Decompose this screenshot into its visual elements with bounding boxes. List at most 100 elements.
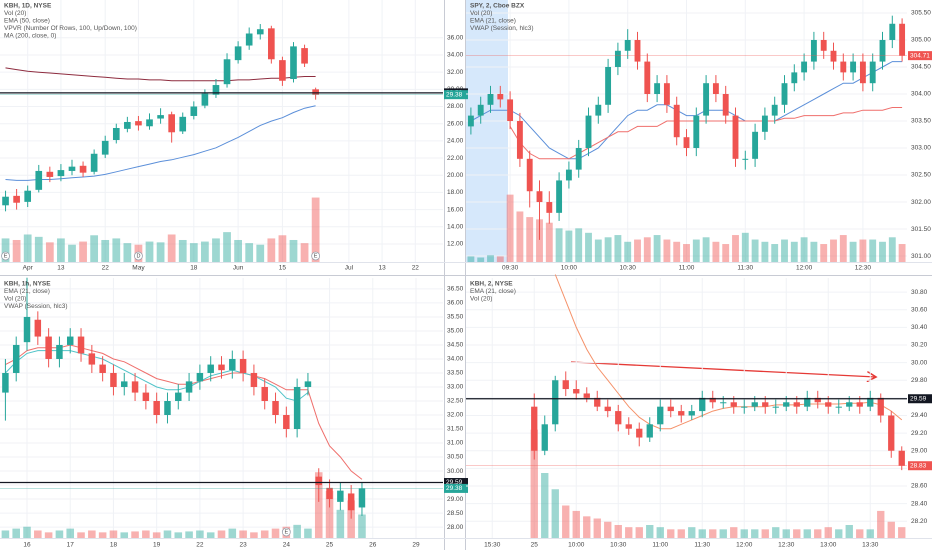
candle-body	[24, 190, 32, 202]
volume-bar	[635, 527, 643, 538]
candle-body	[90, 153, 98, 172]
candle-body	[157, 115, 164, 119]
volume-bar	[289, 239, 298, 262]
y-tick-label: 29.40	[911, 412, 928, 419]
candle-body	[312, 89, 319, 95]
candle-body	[742, 158, 749, 160]
y-tick-label: 302.00	[911, 199, 931, 206]
legend-text: KBH, 2, NYSE	[470, 281, 513, 288]
candle-body	[497, 93, 504, 100]
volume-bar	[887, 521, 895, 538]
candle-body	[783, 402, 790, 407]
candle-body	[804, 397, 811, 407]
x-tick-label: 13	[378, 265, 386, 272]
candle-body	[585, 115, 592, 149]
volume-bar	[185, 531, 193, 538]
candle-body	[709, 397, 716, 403]
volume-bar	[879, 241, 886, 262]
indicator-line	[470, 61, 903, 160]
indicator-line	[5, 344, 363, 480]
volume-bar	[256, 244, 265, 262]
price-tag	[444, 90, 468, 100]
candle-body	[835, 406, 842, 408]
volume-bar	[761, 241, 769, 262]
candle-body	[516, 121, 523, 159]
candle-body	[732, 115, 739, 159]
y-tick-label: 28.60	[911, 483, 928, 490]
candle-body	[814, 397, 821, 403]
price-tag	[908, 461, 932, 471]
candle-body	[546, 202, 553, 213]
volume-bar	[604, 237, 612, 262]
y-tick-label: 12.00	[447, 241, 464, 248]
volume-bar	[98, 532, 107, 538]
y-tick-label: 32.00	[447, 69, 464, 76]
candle-body	[179, 116, 187, 132]
indicator-line	[5, 67, 316, 82]
volume-bar	[555, 228, 563, 262]
candle-body	[801, 61, 808, 73]
x-tick-label: 22	[196, 542, 204, 549]
x-tick-label: 09:30	[502, 265, 519, 272]
volume-bar	[336, 509, 345, 538]
y-tick-label: 28.00	[447, 103, 464, 110]
x-tick-label: 10:30	[620, 265, 637, 272]
y-tick-label: 26.00	[447, 120, 464, 127]
volume-bar	[196, 530, 204, 538]
candle-body	[683, 137, 690, 149]
legend-text: Vol (20)	[4, 296, 26, 303]
legend-text: KBH, 1h, NYSE	[4, 281, 51, 288]
volume-bar	[751, 529, 759, 538]
candle-body	[654, 83, 661, 94]
event-label: E	[4, 253, 8, 259]
volume-bar	[142, 530, 150, 538]
candle-body	[304, 381, 312, 387]
volume-bar	[311, 197, 320, 262]
y-tick-label: 18.00	[447, 189, 464, 196]
price-tag	[444, 478, 468, 488]
candle-body	[751, 402, 758, 407]
x-tick-label: 15:30	[484, 542, 501, 549]
candle-body	[110, 372, 117, 387]
volume-bar	[131, 531, 139, 538]
volume-bar	[741, 232, 749, 262]
y-tick-label: 22.00	[447, 155, 464, 162]
y-tick-label: 33.50	[447, 370, 464, 377]
y-tick-label: 34.00	[447, 52, 464, 59]
x-tick-label: 13	[57, 265, 65, 272]
volume-bar	[278, 235, 287, 262]
price-tag-label: 28.83	[910, 462, 927, 469]
indicator-line	[5, 105, 316, 181]
volume-bar	[477, 257, 485, 262]
candle-body	[212, 85, 220, 95]
legend-text: SPY, 2, Cboe BZX	[470, 3, 525, 10]
volume-bar	[293, 524, 301, 538]
volume-bar	[12, 528, 20, 538]
volume-bar	[877, 510, 885, 538]
x-tick-label: 13:00	[820, 542, 837, 549]
candle-body	[526, 158, 533, 192]
x-tick-label: 18	[110, 542, 118, 549]
x-tick-label: 18	[190, 265, 198, 272]
candle-body	[23, 316, 31, 343]
volume-bar	[572, 510, 580, 538]
candle-body	[477, 104, 484, 116]
volume-bar	[1, 238, 10, 262]
y-tick-label: 36.00	[447, 35, 464, 42]
candle-body	[636, 428, 643, 438]
candle-body	[207, 364, 214, 373]
volume-bar	[653, 235, 661, 262]
y-tick-label: 35.00	[447, 328, 464, 335]
volume-bar	[228, 528, 237, 538]
y-tick-label: 31.00	[447, 440, 464, 447]
candle-body	[68, 166, 76, 171]
volume-bar	[112, 238, 121, 262]
volume-bar	[55, 530, 64, 538]
y-tick-label: 34.00	[447, 356, 464, 363]
volume-bar	[212, 238, 220, 262]
y-tick-label: 29.20	[911, 430, 928, 437]
candle-body	[762, 402, 769, 407]
candle-body	[752, 131, 759, 159]
x-tick-label: 10:30	[610, 542, 627, 549]
